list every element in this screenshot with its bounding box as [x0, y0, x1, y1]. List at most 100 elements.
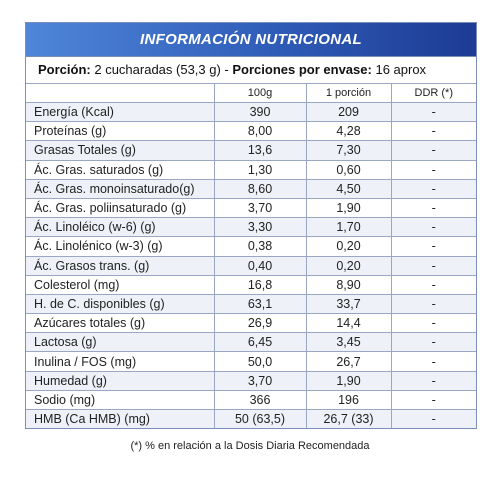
nutrient-name: Ác. Grasos trans. (g): [26, 255, 215, 276]
value-cell: 390: [213, 101, 307, 123]
value-cell: 196: [305, 389, 392, 411]
value-cell: -: [390, 351, 476, 372]
table-row: Sodio (mg) 366 196-: [26, 389, 476, 411]
value-cell: 3,70: [213, 370, 307, 391]
value-cell: -: [390, 159, 476, 180]
value-cell: -: [390, 409, 476, 429]
table-row: Ác. Gras. monoinsaturado(g) 8,60 4,50-: [26, 178, 476, 199]
value-cell: -: [390, 389, 476, 411]
value-cell: -: [390, 313, 476, 334]
value-cell: 1,70: [305, 217, 392, 238]
value-cell: -: [390, 370, 476, 391]
value-cell: 63,1: [213, 293, 307, 315]
nutrient-name: Ác. Gras. saturados (g): [26, 159, 215, 180]
value-cell: 6,45: [213, 332, 307, 353]
value-cell: 0,60: [305, 159, 392, 180]
servings-label: Porciones por envase:: [232, 62, 372, 77]
table-row: Ác. Grasos trans. (g) 0,40 0,20-: [26, 255, 476, 276]
nutrition-table: 100g 1 porción DDR (*) Energía (Kcal) 390 209…: [26, 83, 476, 429]
nutrient-name: Energía (Kcal): [26, 101, 215, 123]
value-cell: -: [390, 274, 476, 295]
footnote: (*) % en relación a la Dosis Diaria Reco…: [130, 440, 370, 452]
value-cell: 3,30: [213, 217, 307, 238]
table-row: Ác. Gras. poliinsaturado (g) 3,70 1,90-: [26, 197, 476, 219]
table-row: Grasas Totales (g) 13,6 7,30-: [26, 140, 476, 161]
value-cell: 13,6: [213, 140, 307, 161]
header-row: 100g 1 porción DDR (*): [26, 83, 476, 103]
value-cell: 0,20: [305, 255, 392, 276]
value-cell: 0,40: [213, 255, 307, 276]
header-cell: [26, 83, 215, 103]
value-cell: 7,30: [305, 140, 392, 161]
value-cell: 8,00: [213, 121, 307, 142]
value-cell: 209: [305, 101, 392, 123]
header-cell: 100g: [213, 83, 307, 103]
value-cell: -: [390, 236, 476, 257]
nutrient-name: Colesterol (mg): [26, 274, 215, 295]
table-row: Colesterol (mg) 16,8 8,90-: [26, 274, 476, 295]
value-cell: 50 (63,5): [213, 409, 307, 429]
value-cell: 14,4: [305, 313, 392, 334]
servings-text: 16 aprox: [375, 62, 427, 77]
value-cell: 26,7 (33): [305, 409, 392, 429]
header-cell: DDR (*): [390, 83, 476, 103]
nutrient-name: Sodio (mg): [26, 389, 215, 411]
value-cell: 50,0: [213, 351, 307, 372]
nutrient-name: Humedad (g): [26, 370, 215, 391]
table-row: Ác. Linoléico (w-6) (g) 3,30 1,70-: [26, 217, 476, 238]
table-row: Inulina / FOS (mg) 50,0 26,7-: [26, 351, 476, 372]
value-cell: 366: [213, 389, 307, 411]
value-cell: 3,70: [213, 197, 307, 219]
header-cell: 1 porción: [305, 83, 392, 103]
value-cell: 4,50: [305, 178, 392, 199]
nutrient-name: H. de C. disponibles (g): [26, 293, 215, 315]
value-cell: 4,28: [305, 121, 392, 142]
nutrient-name: Inulina / FOS (mg): [26, 351, 215, 372]
nutrition-panel: INFORMACIÓN NUTRICIONAL Porción: 2 cucha…: [25, 22, 477, 430]
nutrient-name: Ác. Linolénico (w-3) (g): [26, 236, 215, 257]
table-row: H. de C. disponibles (g) 63,1 33,7-: [26, 293, 476, 315]
table-row: Energía (Kcal) 390 209-: [26, 101, 476, 123]
value-cell: -: [390, 332, 476, 353]
title: INFORMACIÓN NUTRICIONAL: [26, 23, 476, 56]
portion-text: 2 cucharadas (53,3 g) -: [94, 62, 229, 77]
value-cell: 0,38: [213, 236, 307, 257]
value-cell: -: [390, 178, 476, 199]
table-row: Humedad (g) 3,70 1,90-: [26, 370, 476, 391]
value-cell: 8,90: [305, 274, 392, 295]
value-cell: 1,90: [305, 370, 392, 391]
value-cell: 33,7: [305, 293, 392, 315]
value-cell: 26,7: [305, 351, 392, 372]
value-cell: -: [390, 140, 476, 161]
value-cell: -: [390, 255, 476, 276]
nutrient-name: Ác. Gras. monoinsaturado(g): [26, 178, 215, 199]
value-cell: 3,45: [305, 332, 392, 353]
table-row: Proteínas (g) 8,00 4,28-: [26, 121, 476, 142]
portion-label: Porción:: [38, 62, 91, 77]
value-cell: -: [390, 217, 476, 238]
table-row: Azúcares totales (g) 26,9 14,4-: [26, 313, 476, 334]
nutrient-name: Grasas Totales (g): [26, 140, 215, 161]
table-row: Ác. Linolénico (w-3) (g) 0,38 0,20-: [26, 236, 476, 257]
value-cell: 16,8: [213, 274, 307, 295]
nutrient-name: Proteínas (g): [26, 121, 215, 142]
nutrient-name: Ác. Gras. poliinsaturado (g): [26, 197, 215, 219]
value-cell: 26,9: [213, 313, 307, 334]
nutrient-name: HMB (Ca HMB) (mg): [26, 409, 215, 429]
table-row: Lactosa (g) 6,45 3,45-: [26, 332, 476, 353]
table-row: Ác. Gras. saturados (g) 1,30 0,60-: [26, 159, 476, 180]
value-cell: 1,90: [305, 197, 392, 219]
nutrient-name: Ác. Linoléico (w-6) (g): [26, 217, 215, 238]
value-cell: 1,30: [213, 159, 307, 180]
value-cell: -: [390, 121, 476, 142]
table-row: HMB (Ca HMB) (mg) 50 (63,5) 26,7 (33) -: [26, 409, 476, 429]
nutrient-name: Lactosa (g): [26, 332, 215, 353]
value-cell: -: [390, 293, 476, 315]
value-cell: -: [390, 197, 476, 219]
nutrient-name: Azúcares totales (g): [26, 313, 215, 334]
portion-line: Porción: 2 cucharadas (53,3 g) - Porcion…: [26, 56, 476, 83]
value-cell: 0,20: [305, 236, 392, 257]
value-cell: -: [390, 101, 476, 123]
value-cell: 8,60: [213, 178, 307, 199]
